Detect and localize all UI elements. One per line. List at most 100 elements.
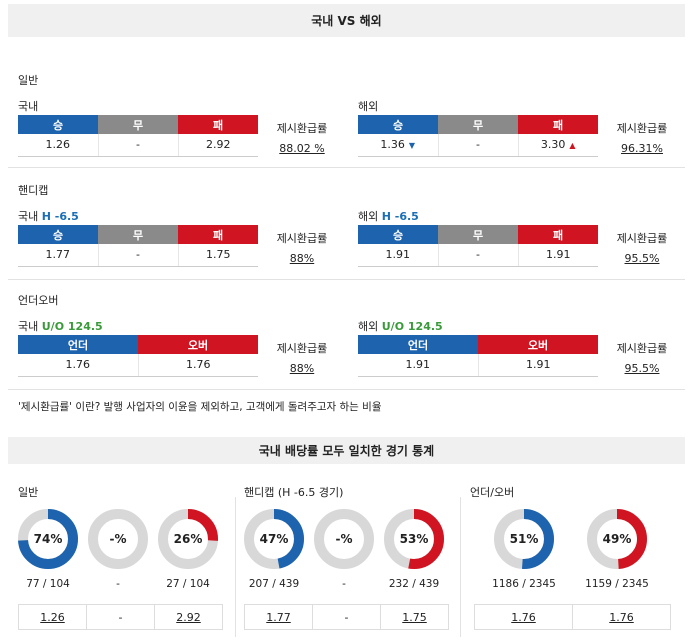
handicap-domestic-refund: 제시환급률 88%: [260, 230, 344, 265]
draw-odds: -: [98, 134, 179, 157]
donut-count: 207 / 439: [248, 578, 300, 590]
refund-value[interactable]: 95.5%: [624, 362, 660, 375]
refund-value[interactable]: 88%: [289, 362, 315, 375]
handicap-intl-table: 승 무 패 1.91 - 1.91: [358, 225, 598, 267]
lose-header: 패: [518, 225, 598, 244]
refund-note: '제시환급률' 이란? 발행 사업자의 이윤을 제외하고, 고객에게 돌려주고자…: [18, 401, 382, 413]
underover-intl-table: 언더 오버 1.91 1.91: [358, 335, 598, 377]
general-intl-table: 승 무 패 1.36 ▼ - 3.30 ▲: [358, 115, 598, 157]
win-odds: 1.36: [380, 138, 405, 152]
section-underover-label: 언더오버: [18, 294, 59, 307]
divider: [8, 389, 685, 390]
over-odds: 1.76: [138, 354, 258, 377]
general-domestic-table: 승 무 패 1.26 - 2.92: [18, 115, 258, 157]
value-cell[interactable]: 1.75: [402, 610, 427, 624]
donut-track: [88, 509, 148, 569]
draw-header: 무: [438, 225, 518, 244]
win-header: 승: [18, 225, 98, 244]
donut-count: 77 / 104: [26, 578, 70, 590]
win-odds: 1.77: [18, 244, 99, 267]
lose-header: 패: [518, 115, 598, 134]
stats-underover-label: 언더/오버: [470, 486, 515, 499]
donut-percent: -%: [335, 532, 353, 546]
donut-count: 1159 / 2345: [585, 578, 649, 590]
stats-title: 국내 배당률 모두 일치한 경기 통계: [8, 437, 685, 464]
under-odds: 1.76: [18, 354, 139, 377]
donut-percent: 74%: [33, 532, 63, 546]
arrow-down-icon: ▼: [408, 141, 416, 151]
refund-label: 제시환급률: [276, 122, 328, 135]
draw-odds: -: [438, 244, 519, 267]
handicap-line: H -6.5: [381, 210, 419, 223]
value-cell[interactable]: 1.76: [475, 605, 573, 629]
stats-general-label: 일반: [18, 486, 39, 499]
donut-count: 1186 / 2345: [492, 578, 556, 590]
section-handicap-label: 핸디캡: [18, 184, 49, 197]
general-values-row: 1.26 - 2.92: [18, 604, 223, 630]
handicap-domestic-table: 승 무 패 1.77 - 1.75: [18, 225, 258, 267]
donut-percent: 49%: [602, 532, 632, 546]
divider: [8, 167, 685, 168]
arrow-up-icon: ▲: [569, 141, 576, 151]
lose-odds: 1.75: [178, 244, 258, 267]
refund-label: 제시환급률: [616, 122, 668, 135]
refund-label: 제시환급률: [616, 232, 668, 245]
underover-line: U/O 124.5: [381, 320, 443, 333]
handicap-values-row: 1.77 - 1.75: [244, 604, 449, 630]
draw-odds: -: [98, 244, 179, 267]
refund-value[interactable]: 88.02 %: [279, 142, 325, 155]
handicap-line: H -6.5: [41, 210, 79, 223]
lose-header: 패: [178, 115, 258, 134]
divider: [235, 497, 236, 637]
value-cell[interactable]: 2.92: [176, 610, 201, 624]
win-header: 승: [18, 115, 98, 134]
win-odds-cell: 1.36 ▼: [358, 134, 439, 157]
donut-arc: [158, 509, 218, 569]
donut-arc: [244, 509, 304, 569]
donut-percent: -%: [109, 532, 127, 546]
value-cell[interactable]: 1.76: [609, 610, 634, 624]
market-label: 국내: [18, 320, 39, 333]
win-odds: 1.91: [358, 244, 439, 267]
underover-line: U/O 124.5: [41, 320, 103, 333]
lose-header: 패: [178, 225, 258, 244]
value-cell[interactable]: 1.26: [19, 605, 87, 629]
lose-odds: 2.92: [178, 134, 258, 157]
donut-percent: 26%: [173, 532, 203, 546]
under-header: 언더: [18, 335, 138, 354]
underover-values-row: 1.76 1.76: [474, 604, 671, 630]
underover-intl-refund: 제시환급률 95.5%: [600, 340, 684, 375]
underover-domestic-refund: 제시환급률 88%: [260, 340, 344, 375]
donut-chart: [314, 509, 374, 569]
refund-value[interactable]: 96.31%: [621, 142, 663, 155]
donut-count: 27 / 104: [166, 578, 210, 590]
donut-arc: [18, 509, 78, 569]
general-intl-label: 해외: [358, 100, 379, 113]
general-intl-refund: 제시환급률 96.31%: [600, 120, 684, 155]
refund-label: 제시환급률: [616, 342, 668, 355]
lose-odds-cell: 3.30 ▲: [518, 134, 598, 157]
divider: [460, 497, 461, 637]
underover-domestic-label: 국내 U/O 124.5: [18, 318, 103, 334]
section-general-label: 일반: [18, 74, 39, 87]
donut-track: [314, 509, 374, 569]
draw-header: 무: [438, 115, 518, 134]
value-cell: -: [313, 605, 381, 629]
donut-arc: [384, 509, 444, 569]
refund-value[interactable]: 88%: [289, 252, 315, 265]
market-label: 국내: [18, 210, 39, 223]
donut-chart: [18, 509, 78, 569]
value-cell[interactable]: 1.77: [245, 605, 313, 629]
donut-percent: 53%: [399, 532, 429, 546]
market-label: 해외: [358, 210, 379, 223]
donut-arc: [494, 509, 554, 569]
over-odds: 1.91: [478, 354, 598, 377]
win-odds: 1.26: [18, 134, 99, 157]
donut-count: -: [116, 578, 120, 590]
donut-count: 232 / 439: [388, 578, 440, 590]
over-header: 오버: [478, 335, 598, 354]
underover-intl-label: 해외 U/O 124.5: [358, 318, 443, 334]
refund-value[interactable]: 95.5%: [624, 252, 660, 265]
handicap-domestic-label: 국내 H -6.5: [18, 208, 79, 224]
general-domestic-refund: 제시환급률 88.02 %: [260, 120, 344, 155]
